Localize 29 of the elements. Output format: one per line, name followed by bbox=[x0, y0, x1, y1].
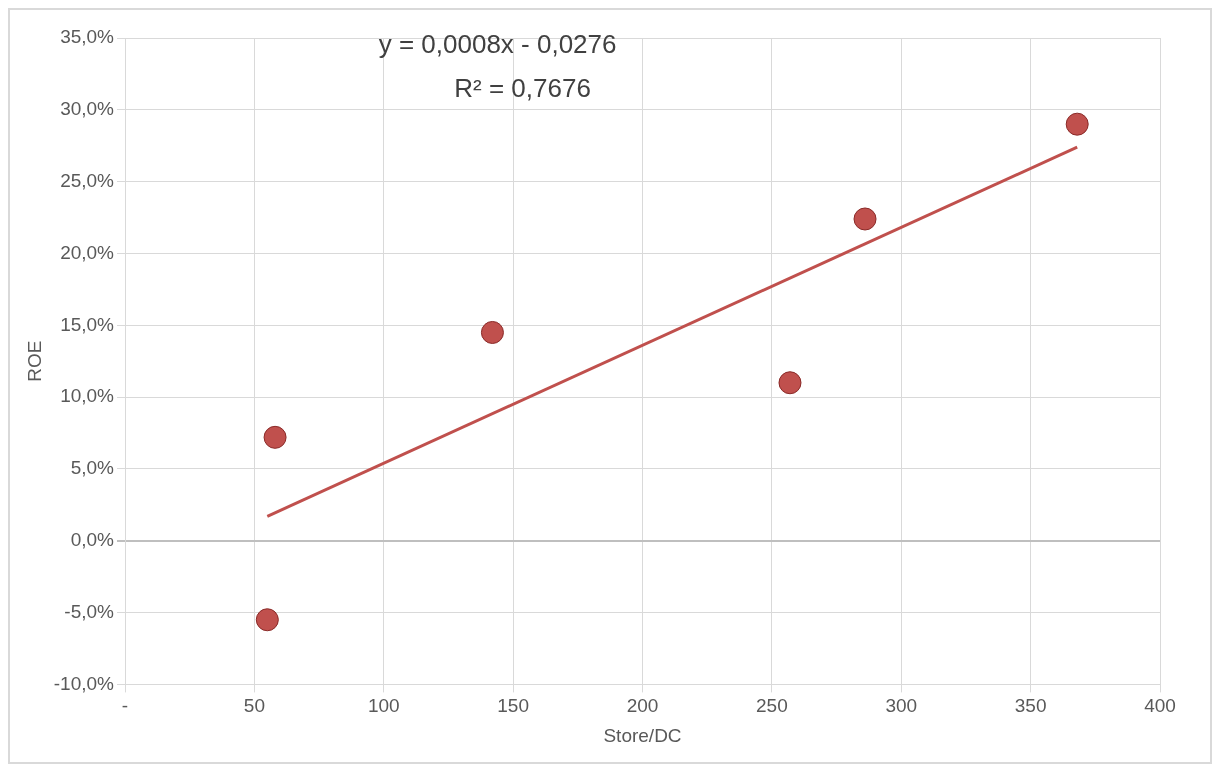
x-tick-label: 100 bbox=[367, 695, 400, 717]
point bbox=[263, 425, 287, 449]
y-tick-label: 5,0% bbox=[70, 457, 115, 479]
y-tick-label: 20,0% bbox=[60, 241, 115, 263]
y-tick-label: -5,0% bbox=[64, 600, 115, 622]
point bbox=[853, 207, 877, 231]
y-tick-label: -10,0% bbox=[53, 672, 115, 694]
point bbox=[480, 320, 504, 344]
x-tick-label: 150 bbox=[497, 695, 529, 717]
x-tick-label: 350 bbox=[1014, 695, 1047, 717]
x-tick-label: - bbox=[121, 695, 129, 717]
annotation: y = 0,0008x - 0,0276 bbox=[378, 29, 617, 60]
point bbox=[778, 371, 802, 395]
y-axis-title: ROE bbox=[23, 340, 45, 382]
x-tick-label: 400 bbox=[1144, 695, 1176, 717]
x-tick-label: 50 bbox=[243, 695, 265, 717]
annotation: R² = 0,7676 bbox=[454, 73, 591, 104]
x-tick-label: 250 bbox=[756, 695, 788, 717]
y-tick-label: 10,0% bbox=[60, 385, 115, 407]
y-tick-label: 30,0% bbox=[60, 98, 115, 120]
y-tick-label: 0,0% bbox=[70, 528, 115, 550]
point bbox=[255, 608, 279, 632]
x-tick-label: 300 bbox=[885, 695, 918, 717]
y-tick-label: 25,0% bbox=[60, 169, 115, 191]
y-tick-label: 15,0% bbox=[60, 313, 115, 335]
x-axis-title: Store/DC bbox=[603, 724, 682, 746]
x-tick-label: 200 bbox=[626, 695, 659, 717]
point bbox=[1065, 112, 1089, 136]
y-tick-label: 35,0% bbox=[60, 26, 115, 48]
